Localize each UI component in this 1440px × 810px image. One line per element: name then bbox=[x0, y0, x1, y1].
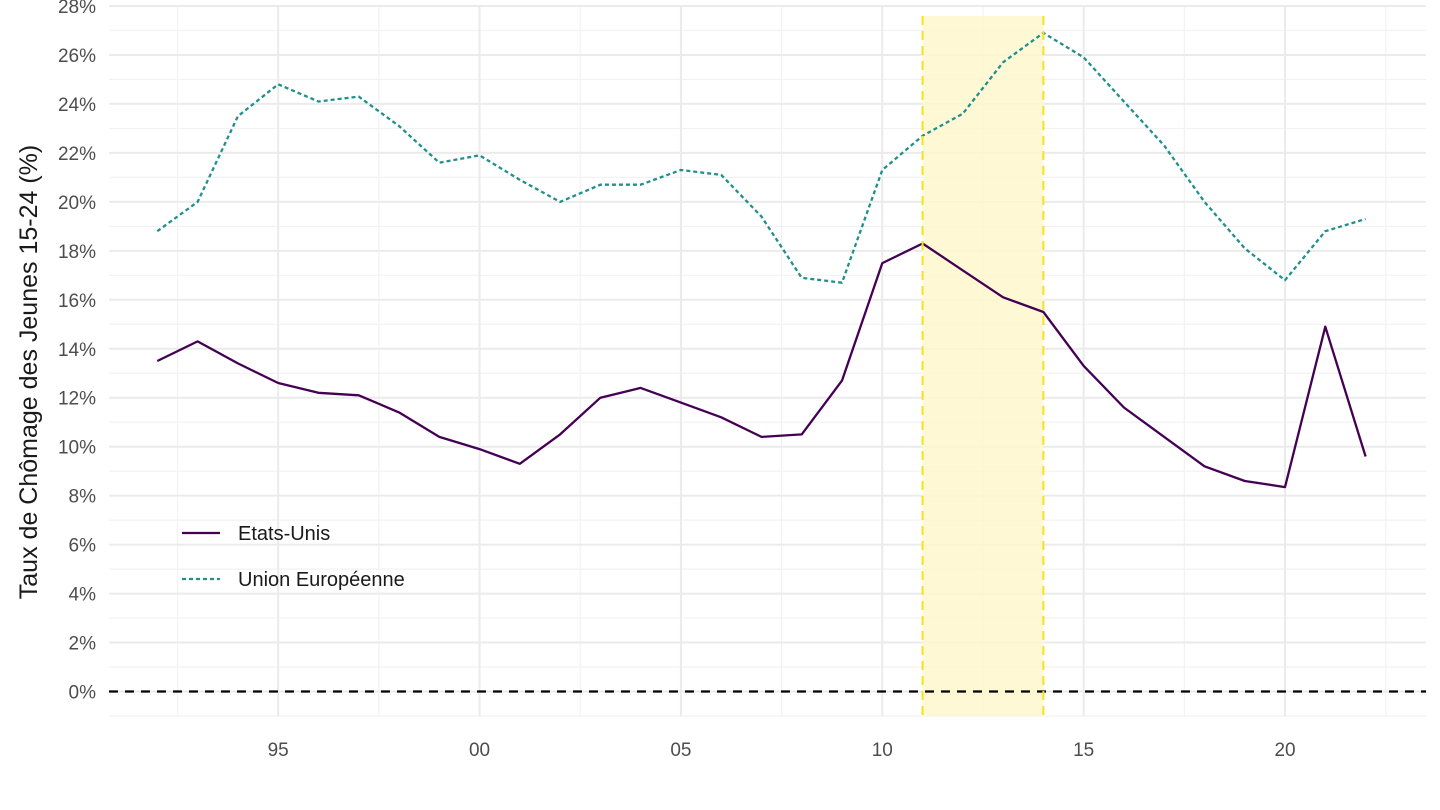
y-tick-label: 12% bbox=[58, 389, 96, 410]
x-tick-label: 10 bbox=[872, 740, 893, 761]
y-tick-label: 6% bbox=[69, 536, 97, 557]
y-axis-ticks: 0% 2% 4% 6% 8% 10% 12% 14% 16% 18% 20% 22% 24% 26% 28% bbox=[58, 0, 96, 704]
x-axis-ticks: 95 00 05 10 15 20 bbox=[268, 740, 1296, 761]
series-lines bbox=[156, 31, 1367, 489]
x-tick-label: 00 bbox=[469, 740, 490, 761]
y-tick-label: 28% bbox=[58, 0, 96, 18]
legend-label-0: Etats-Unis bbox=[238, 523, 330, 545]
legend-label-1: Union Européenne bbox=[238, 569, 405, 591]
x-tick-label: 05 bbox=[670, 740, 691, 761]
y-tick-label: 10% bbox=[58, 438, 96, 459]
y-tick-label: 22% bbox=[58, 144, 96, 165]
series-line-1 bbox=[156, 31, 1366, 284]
y-tick-label: 14% bbox=[58, 340, 96, 361]
y-tick-label: 26% bbox=[58, 46, 96, 67]
series-line-0 bbox=[156, 242, 1367, 489]
y-tick-label: 24% bbox=[58, 95, 96, 116]
major-gridlines bbox=[109, 5, 1426, 716]
y-tick-label: 2% bbox=[69, 634, 97, 655]
minor-gridlines bbox=[109, 6, 1426, 717]
y-tick-label: 18% bbox=[58, 242, 96, 263]
shaded-period-rect bbox=[922, 16, 1044, 716]
x-tick-label: 95 bbox=[268, 740, 289, 761]
y-tick-label: 4% bbox=[69, 585, 97, 606]
y-tick-label: 8% bbox=[69, 487, 97, 508]
y-tick-label: 16% bbox=[58, 291, 96, 312]
x-tick-label: 20 bbox=[1274, 740, 1295, 761]
y-axis-title: Taux de Chômage des Jeunes 15-24 (%) bbox=[15, 145, 43, 599]
legend: Etats-Unis Union Européenne bbox=[182, 523, 405, 591]
y-tick-label: 0% bbox=[69, 683, 97, 704]
shaded-period bbox=[922, 16, 1044, 716]
shaded-period-borders bbox=[921, 16, 1045, 716]
y-tick-label: 20% bbox=[58, 193, 96, 214]
x-tick-label: 15 bbox=[1073, 740, 1094, 761]
